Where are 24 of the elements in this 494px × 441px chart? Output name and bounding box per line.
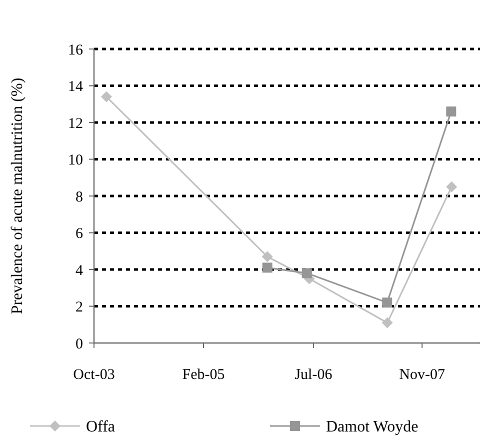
y-tick-label: 4 [76, 262, 84, 279]
point [382, 298, 392, 308]
point [446, 106, 456, 116]
y-tick-label: 16 [68, 42, 84, 58]
legend-label: Offa [86, 418, 116, 436]
point [262, 251, 273, 262]
y-tick-label: 10 [68, 152, 83, 168]
point [382, 317, 393, 328]
point [446, 181, 458, 192]
y-axis-title: Prevalence of acute malnutrition (%) [9, 78, 26, 314]
x-tick-label: Jul-06 [294, 367, 333, 383]
y-tick-label: 6 [76, 226, 84, 242]
x-tick-label: Feb-05 [182, 367, 225, 383]
x-tick-label: Oct-03 [73, 367, 115, 383]
y-tick-label: 2 [76, 300, 83, 316]
x-tick-label: Nov-07 [399, 367, 446, 383]
y-tick-label: 12 [68, 116, 83, 132]
legend-label: Damot Woyde [326, 418, 418, 436]
point [100, 91, 112, 102]
point [302, 268, 312, 278]
point [262, 262, 272, 273]
y-tick-label: 8 [76, 189, 83, 206]
y-tick-label: 0 [76, 336, 83, 352]
y-tick-label: 14 [68, 79, 84, 95]
